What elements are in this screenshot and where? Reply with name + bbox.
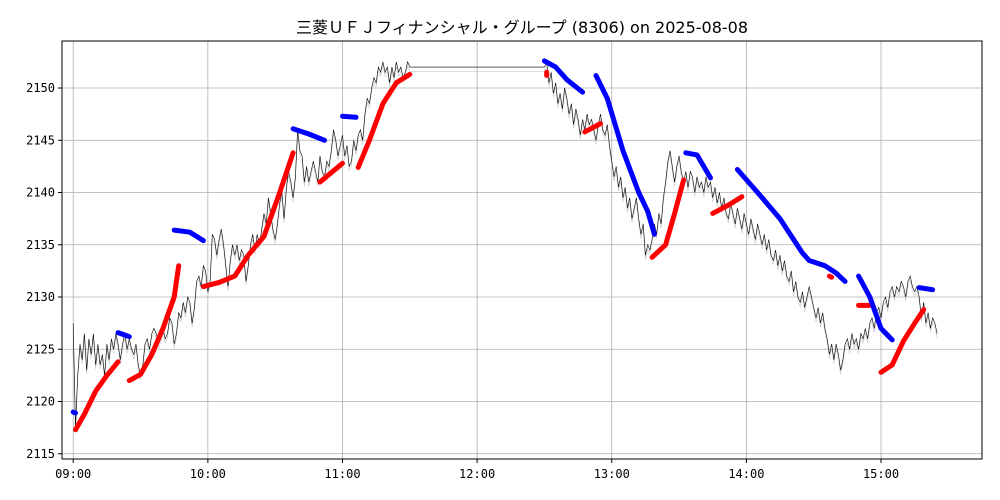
down-trend-segment bbox=[593, 73, 657, 237]
plot-area-frame bbox=[61, 40, 983, 460]
down-trend-segment bbox=[340, 113, 359, 120]
up-trend-segment bbox=[200, 150, 296, 290]
y-tick-label: 2120 bbox=[26, 395, 55, 409]
up-trend-segment bbox=[582, 121, 603, 135]
down-trend-segment bbox=[541, 58, 586, 95]
up-trend-segment bbox=[649, 177, 687, 260]
down-trend-segment bbox=[290, 126, 327, 143]
trend-layer bbox=[70, 58, 936, 433]
y-tick-label: 2125 bbox=[26, 342, 55, 356]
x-tick-label: 11:00 bbox=[324, 467, 360, 481]
price-shadow-layer bbox=[72, 64, 938, 432]
down-trend-segment bbox=[683, 150, 713, 181]
up-trend-segment bbox=[826, 273, 835, 280]
x-tick-label: 13:00 bbox=[594, 467, 630, 481]
y-tick-label: 2150 bbox=[26, 81, 55, 95]
x-tick-label: 12:00 bbox=[459, 467, 495, 481]
up-trend-segment bbox=[355, 71, 413, 170]
x-tick-label: 09:00 bbox=[55, 467, 91, 481]
down-trend-segment bbox=[916, 285, 936, 293]
up-trend-segment bbox=[73, 359, 121, 433]
x-axis-ticks: 09:00 10:00 11:00 12:00 13:00 14:00 15:00 bbox=[55, 459, 899, 481]
y-tick-label: 2115 bbox=[26, 447, 55, 461]
down-trend-segment bbox=[70, 409, 78, 416]
up-trend-segment bbox=[317, 160, 345, 185]
y-axis-ticks: 2115 2120 2125 2130 2135 2140 2145 2150 bbox=[26, 81, 62, 461]
y-tick-label: 2140 bbox=[26, 186, 55, 200]
x-tick-label: 14:00 bbox=[728, 467, 764, 481]
y-tick-label: 2130 bbox=[26, 290, 55, 304]
y-tick-label: 2135 bbox=[26, 238, 55, 252]
up-trend-segment bbox=[126, 263, 182, 384]
down-trend-segment bbox=[115, 330, 132, 340]
price-layer bbox=[72, 60, 938, 428]
price-shadow-line bbox=[72, 64, 938, 432]
down-trend-segment bbox=[171, 227, 206, 244]
up-trend-segment bbox=[878, 307, 927, 375]
price-line bbox=[72, 60, 938, 428]
down-trend-segment bbox=[856, 273, 895, 343]
grid-lines bbox=[62, 41, 982, 459]
chart-title: 三菱ＵＦＪフィナンシャル・グループ (8306) on 2025-08-08 bbox=[296, 18, 748, 37]
y-tick-label: 2145 bbox=[26, 133, 55, 147]
x-tick-label: 10:00 bbox=[190, 467, 226, 481]
x-tick-label: 15:00 bbox=[863, 467, 899, 481]
down-trend-segment bbox=[734, 167, 848, 284]
up-trend-segment bbox=[710, 194, 745, 216]
